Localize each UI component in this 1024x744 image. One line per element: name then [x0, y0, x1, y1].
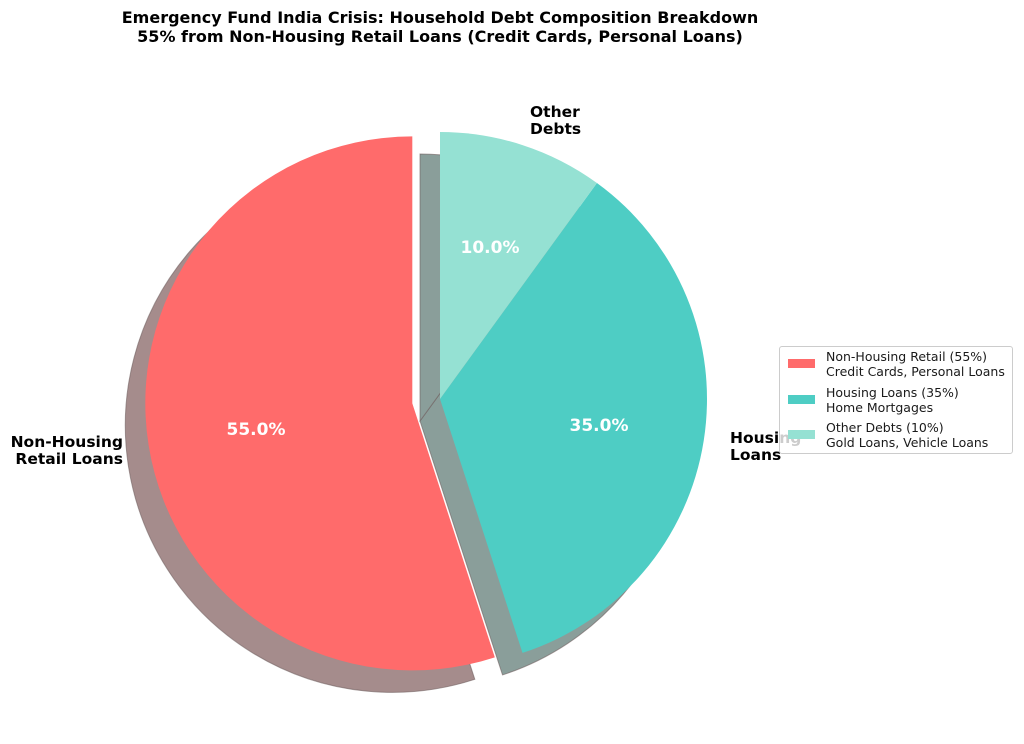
chart-title: Emergency Fund India Crisis: Household D… [0, 8, 880, 46]
legend-swatch [788, 359, 815, 368]
slice-label-line1: Other [530, 103, 580, 121]
legend-line2: Credit Cards, Personal Loans [826, 364, 1005, 379]
chart-title-line1: Emergency Fund India Crisis: Household D… [121, 8, 759, 27]
slice-label-non-housing: Non-Housing Retail Loans [9, 434, 123, 468]
wedge-other [440, 132, 597, 399]
legend-swatch [788, 430, 815, 439]
legend-line2: Gold Loans, Vehicle Loans [826, 435, 989, 450]
legend-text: Non-Housing Retail (55%) Credit Cards, P… [826, 349, 1005, 379]
legend-item-housing: Housing Loans (35%) Home Mortgages [788, 385, 959, 415]
legend-swatch [788, 395, 815, 404]
wedge-housing [440, 182, 707, 653]
legend-item-non-housing: Non-Housing Retail (55%) Credit Cards, P… [788, 349, 1005, 379]
legend-item-other: Other Debts (10%) Gold Loans, Vehicle Lo… [788, 420, 988, 450]
pct-label-non-housing: 55.0% [226, 420, 286, 440]
pct-label-housing: 35.0% [569, 416, 629, 436]
slice-label-line1: Non-Housing [10, 433, 123, 451]
slice-label-other: Other Debts [530, 104, 581, 138]
wedge-non-housing [145, 136, 495, 671]
legend-text: Other Debts (10%) Gold Loans, Vehicle Lo… [826, 420, 988, 450]
chart-title-line2: 55% from Non-Housing Retail Loans (Credi… [137, 27, 743, 46]
legend-line1: Other Debts (10%) [826, 420, 944, 435]
legend-line2: Home Mortgages [826, 400, 934, 415]
pct-label-other: 10.0% [460, 238, 520, 258]
slice-label-line2: Debts [530, 120, 582, 138]
legend-line1: Housing Loans (35%) [826, 385, 959, 400]
slice-label-line2: Retail Loans [15, 450, 123, 468]
pie-wedges [145, 132, 707, 671]
slice-label-line2: Loans [730, 446, 782, 464]
legend-line1: Non-Housing Retail (55%) [826, 349, 988, 364]
legend-text: Housing Loans (35%) Home Mortgages [826, 385, 959, 415]
legend: Non-Housing Retail (55%) Credit Cards, P… [779, 346, 1013, 454]
